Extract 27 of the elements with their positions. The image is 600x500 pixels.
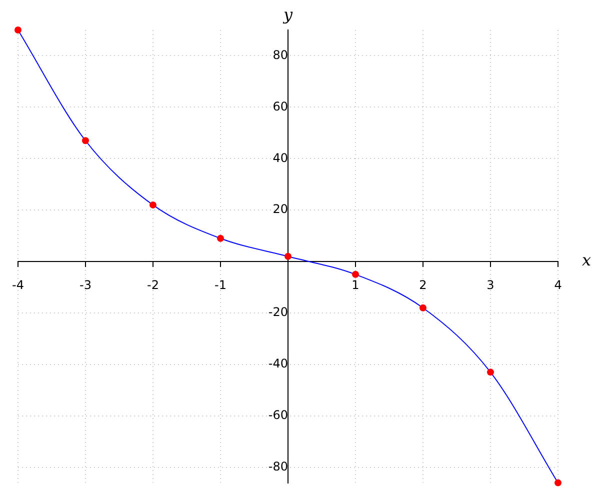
x-axis-title: x — [582, 250, 592, 270]
point — [352, 270, 359, 278]
point — [14, 26, 22, 34]
x-tick-label: -3 — [80, 278, 92, 292]
x-tick-label: -2 — [147, 278, 159, 292]
y-axis-title: y — [282, 5, 294, 24]
point — [419, 304, 426, 312]
y-tick-label: -80 — [268, 459, 288, 474]
point — [284, 252, 292, 260]
x-tick-label: -1 — [214, 278, 226, 292]
x-tick-label: 4 — [554, 278, 562, 292]
x-tick-label: 1 — [352, 278, 360, 292]
point — [82, 137, 89, 144]
y-tick-label: -60 — [268, 408, 288, 422]
point — [149, 201, 156, 208]
y-tick-label: 40 — [272, 150, 288, 165]
x-tick-label: -4 — [12, 278, 24, 292]
x-tick-label: 2 — [419, 278, 427, 292]
y-tick-label: -40 — [268, 356, 288, 371]
y-tick-label: 60 — [272, 99, 288, 114]
y-tick-label: 80 — [272, 48, 288, 62]
y-tick-label: 20 — [272, 202, 288, 216]
y-tick-label: -20 — [268, 305, 288, 320]
x-tick-label: 3 — [486, 278, 494, 292]
point — [487, 368, 494, 376]
point — [554, 479, 562, 486]
point — [216, 234, 224, 242]
